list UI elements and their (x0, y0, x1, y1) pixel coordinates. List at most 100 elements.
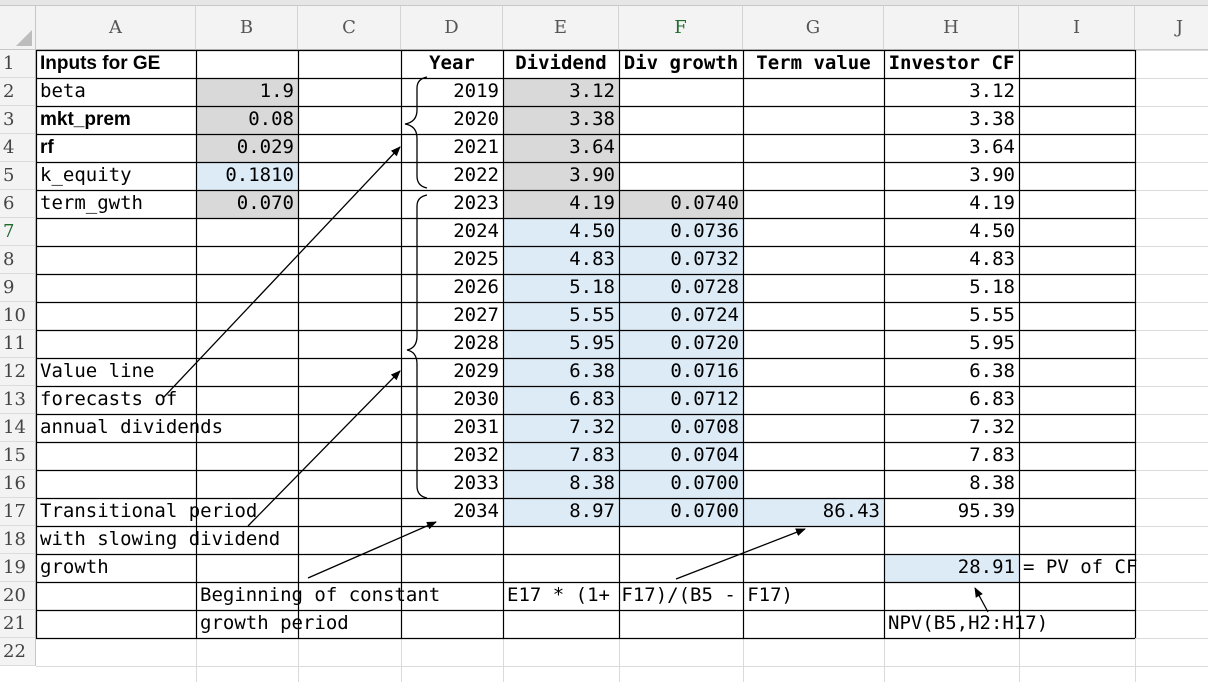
column-header-g[interactable]: G (743, 6, 884, 50)
cell-f7[interactable]: 0.0736 (670, 220, 739, 242)
column-header-j[interactable]: J (1135, 6, 1208, 50)
cell-a14[interactable]: annual dividends (40, 416, 224, 438)
cell-b2[interactable]: 1.9 (259, 80, 294, 102)
row-header-16[interactable]: 16 (0, 470, 36, 498)
cell-b21[interactable]: growth period (200, 612, 349, 634)
row-header-1[interactable]: 1 (0, 50, 36, 78)
cell-h1[interactable]: Investor CF (888, 52, 1015, 74)
cell-f16[interactable]: 0.0700 (670, 472, 739, 494)
cell-d17[interactable]: 2034 (453, 500, 499, 522)
cell-h2[interactable]: 3.12 (969, 80, 1015, 102)
row-header-11[interactable]: 11 (0, 330, 36, 358)
cell-f10[interactable]: 0.0724 (670, 304, 739, 326)
column-header-d[interactable]: D (401, 6, 503, 50)
cell-h17[interactable]: 95.39 (957, 500, 1015, 522)
cell-e3[interactable]: 3.38 (569, 108, 615, 130)
cell-e15[interactable]: 7.83 (569, 444, 615, 466)
cell-a12[interactable]: Value line (40, 360, 155, 382)
cell-d8[interactable]: 2025 (453, 248, 499, 270)
cell-d7[interactable]: 2024 (453, 220, 499, 242)
cell-e16[interactable]: 8.38 (569, 472, 615, 494)
cell-i19[interactable]: = PV of CF (1023, 556, 1138, 578)
cell-b3[interactable]: 0.08 (248, 108, 294, 130)
cell-f17[interactable]: 0.0700 (670, 500, 739, 522)
cell-e7[interactable]: 4.50 (569, 220, 615, 242)
cell-f6[interactable]: 0.0740 (670, 192, 739, 214)
cell-a18[interactable]: with slowing dividend (40, 528, 281, 550)
row-header-13[interactable]: 13 (0, 386, 36, 414)
cell-f9[interactable]: 0.0728 (670, 276, 739, 298)
cell-e13[interactable]: 6.83 (569, 388, 615, 410)
row-header-18[interactable]: 18 (0, 526, 36, 554)
row-header-9[interactable]: 9 (0, 274, 36, 302)
cell-h10[interactable]: 5.55 (969, 304, 1015, 326)
row-header-8[interactable]: 8 (0, 246, 36, 274)
row-header-15[interactable]: 15 (0, 442, 36, 470)
cell-d5[interactable]: 2022 (453, 164, 499, 186)
cell-b5[interactable]: 0.1810 (225, 164, 294, 186)
select-all-corner[interactable] (0, 6, 36, 50)
column-header-e[interactable]: E (503, 6, 619, 50)
cell-d6[interactable]: 2023 (453, 192, 499, 214)
cell-h8[interactable]: 4.83 (969, 248, 1015, 270)
cell-f8[interactable]: 0.0732 (670, 248, 739, 270)
cell-g1[interactable]: Term value (756, 52, 871, 74)
cell-h14[interactable]: 7.32 (969, 416, 1015, 438)
row-header-5[interactable]: 5 (0, 162, 36, 190)
cell-d1[interactable]: Year (429, 52, 475, 74)
cell-d9[interactable]: 2026 (453, 276, 499, 298)
cell-e1[interactable]: Dividend (515, 52, 607, 74)
row-header-3[interactable]: 3 (0, 106, 36, 134)
cell-d3[interactable]: 2020 (453, 108, 499, 130)
cell-h4[interactable]: 3.64 (969, 136, 1015, 158)
cell-h21[interactable]: NPV(B5,H2:H17) (888, 612, 1049, 634)
column-header-i[interactable]: I (1019, 6, 1135, 50)
cell-d12[interactable]: 2029 (453, 360, 499, 382)
cell-b6[interactable]: 0.070 (236, 192, 294, 214)
cell-h16[interactable]: 8.38 (969, 472, 1015, 494)
cell-e4[interactable]: 3.64 (569, 136, 615, 158)
cell-d16[interactable]: 2033 (453, 472, 499, 494)
cell-h13[interactable]: 6.83 (969, 388, 1015, 410)
cell-h5[interactable]: 3.90 (969, 164, 1015, 186)
cell-f1[interactable]: Div growth (623, 52, 739, 74)
cell-e10[interactable]: 5.55 (569, 304, 615, 326)
cell-a19[interactable]: growth (40, 556, 109, 578)
cell-f14[interactable]: 0.0708 (670, 416, 739, 438)
cell-a4[interactable]: rf (40, 137, 54, 158)
cell-h6[interactable]: 4.19 (969, 192, 1015, 214)
cell-f12[interactable]: 0.0716 (670, 360, 739, 382)
cell-a2[interactable]: beta (40, 80, 86, 102)
cell-g17[interactable]: 86.43 (822, 500, 880, 522)
cell-f15[interactable]: 0.0704 (670, 444, 739, 466)
cell-a1[interactable]: Inputs for GE (40, 53, 161, 74)
cell-h15[interactable]: 7.83 (969, 444, 1015, 466)
cell-a17[interactable]: Transitional period (40, 500, 258, 522)
cell-e9[interactable]: 5.18 (569, 276, 615, 298)
row-header-6[interactable]: 6 (0, 190, 36, 218)
cell-h19[interactable]: 28.91 (957, 556, 1015, 578)
cell-d15[interactable]: 2032 (453, 444, 499, 466)
row-header-20[interactable]: 20 (0, 582, 36, 610)
cell-h11[interactable]: 5.95 (969, 332, 1015, 354)
row-header-7[interactable]: 7 (0, 218, 36, 246)
cell-h7[interactable]: 4.50 (969, 220, 1015, 242)
row-header-21[interactable]: 21 (0, 610, 36, 638)
row-header-10[interactable]: 10 (0, 302, 36, 330)
cell-a5[interactable]: k_equity (40, 164, 132, 186)
cell-d11[interactable]: 2028 (453, 332, 499, 354)
row-header-4[interactable]: 4 (0, 134, 36, 162)
cell-e2[interactable]: 3.12 (569, 80, 615, 102)
cell-h3[interactable]: 3.38 (969, 108, 1015, 130)
row-header-19[interactable]: 19 (0, 554, 36, 582)
cell-e14[interactable]: 7.32 (569, 416, 615, 438)
cell-a6[interactable]: term_gwth (40, 192, 143, 214)
cell-h9[interactable]: 5.18 (969, 276, 1015, 298)
column-header-c[interactable]: C (298, 6, 401, 50)
cell-e8[interactable]: 4.83 (569, 248, 615, 270)
column-header-f[interactable]: F (619, 6, 743, 50)
cell-e6[interactable]: 4.19 (569, 192, 615, 214)
cell-d14[interactable]: 2031 (453, 416, 499, 438)
cell-h12[interactable]: 6.38 (969, 360, 1015, 382)
cell-e5[interactable]: 3.90 (569, 164, 615, 186)
